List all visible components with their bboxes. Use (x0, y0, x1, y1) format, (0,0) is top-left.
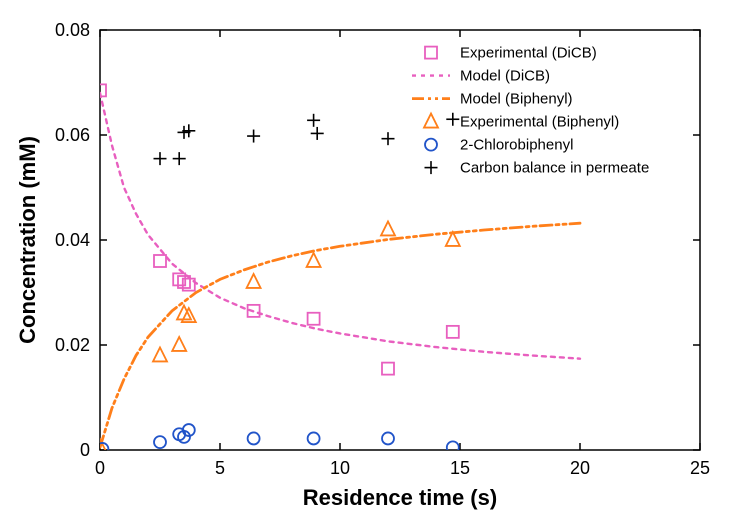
y-tick-label: 0.04 (55, 230, 90, 250)
x-tick-label: 10 (330, 458, 350, 478)
concentration-vs-residence-chart: 0 5 10 15 20 25 0 0.02 0.04 0.06 0.08 Residence tim… (0, 0, 750, 518)
y-axis-label: Concentration (mM) (15, 136, 40, 344)
y-tick-label: 0 (80, 440, 90, 460)
x-axis-label: Residence time (s) (303, 485, 497, 510)
y-tick-label: 0.02 (55, 335, 90, 355)
y-tick-label: 0.08 (55, 20, 90, 40)
x-tick-label: 20 (570, 458, 590, 478)
legend-label: Model (DiCB) (460, 68, 550, 85)
legend-label: Model (Biphenyl) (460, 91, 573, 108)
x-tick-label: 15 (450, 458, 470, 478)
y-tick-label: 0.06 (55, 125, 90, 145)
legend-label: Carbon balance in permeate (460, 160, 649, 177)
legend-label: Experimental (Biphenyl) (460, 114, 619, 131)
x-tick-label: 0 (95, 458, 105, 478)
plot-background (0, 0, 750, 518)
legend-label: Experimental (DiCB) (460, 45, 597, 62)
legend-label: 2-Chlorobiphenyl (460, 137, 573, 154)
x-tick-label: 25 (690, 458, 710, 478)
x-tick-label: 5 (215, 458, 225, 478)
